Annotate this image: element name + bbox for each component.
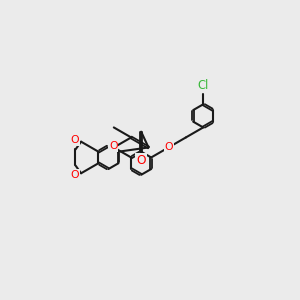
- Text: O: O: [136, 154, 146, 167]
- Text: O: O: [70, 170, 79, 180]
- Text: O: O: [165, 142, 173, 152]
- Text: Cl: Cl: [198, 79, 209, 92]
- Text: O: O: [70, 135, 79, 145]
- Text: O: O: [109, 141, 118, 151]
